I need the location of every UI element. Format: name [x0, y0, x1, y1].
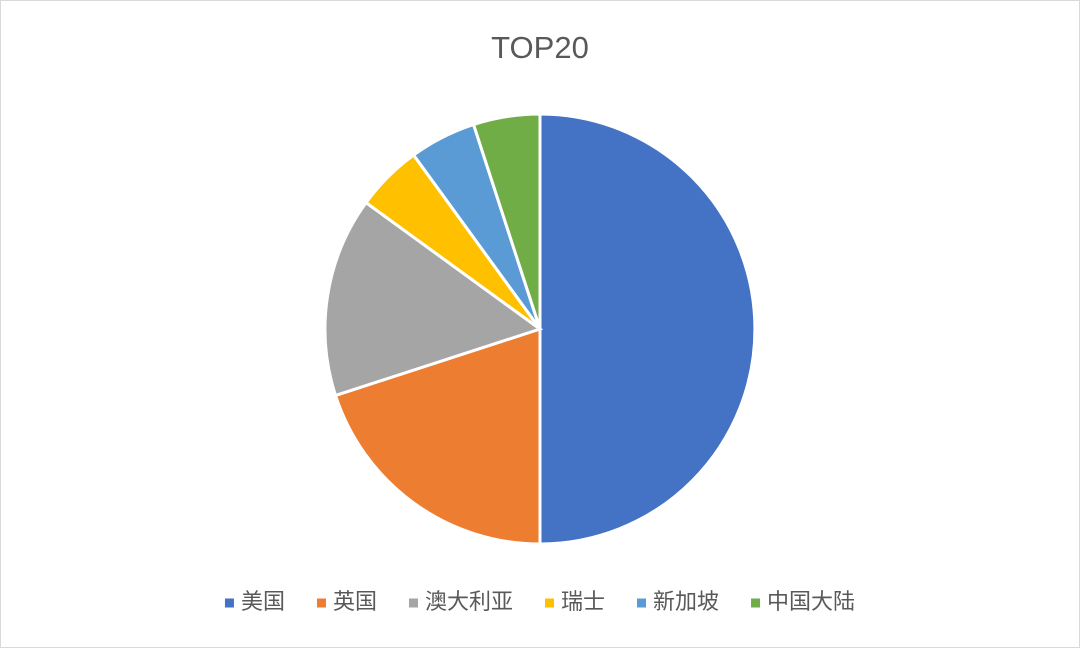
chart-title: TOP20	[491, 30, 589, 65]
legend-label: 英国	[333, 589, 377, 614]
legend-label: 瑞士	[561, 589, 605, 614]
legend-swatch	[224, 598, 234, 608]
legend-label: 新加坡	[653, 589, 719, 614]
legend-label: 中国大陆	[767, 589, 855, 614]
legend-swatch	[751, 598, 761, 608]
pie-slice	[323, 200, 544, 398]
pie-slice	[538, 112, 757, 546]
pie-slice	[333, 326, 542, 546]
legend-swatch	[545, 598, 554, 608]
legend-swatch	[637, 598, 647, 608]
legend-label: 美国	[241, 589, 285, 614]
pie-slice	[471, 112, 542, 330]
legend-swatch	[408, 598, 418, 608]
legend-swatch	[316, 598, 326, 608]
legend-label: 澳大利亚	[425, 589, 513, 614]
